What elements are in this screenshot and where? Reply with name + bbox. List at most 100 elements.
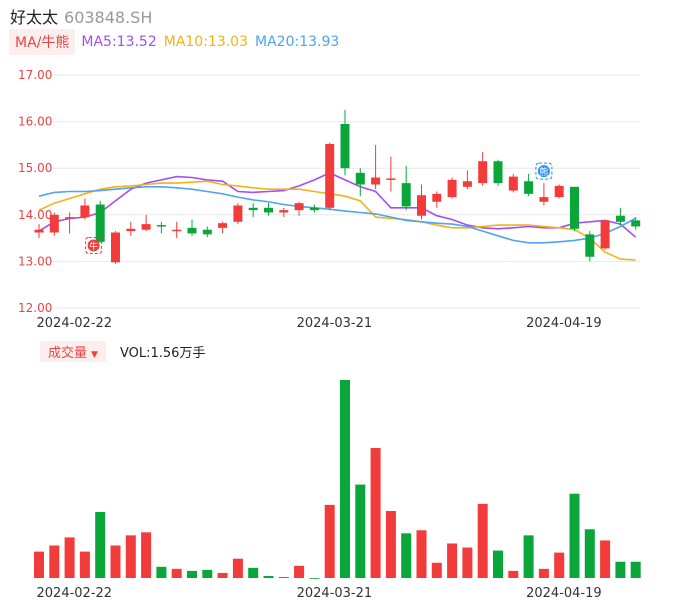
candle-body	[34, 229, 44, 233]
volume-bar	[217, 572, 228, 578]
dropdown-arrow-icon: ▼	[91, 349, 98, 360]
candle-body	[309, 207, 319, 211]
candle-body	[325, 143, 335, 208]
volume-bar	[324, 504, 335, 578]
x-tick-label: 2024-02-22	[37, 586, 113, 601]
volume-bar	[110, 545, 121, 578]
candle-body	[462, 181, 472, 187]
volume-bar	[125, 535, 136, 578]
x-tick-label: 2024-03-21	[297, 586, 373, 601]
stock-header: 好太太 603848.SH	[10, 4, 152, 28]
x-tick-label: 2024-02-22	[37, 316, 113, 331]
volume-bar	[187, 570, 197, 578]
candle-body	[248, 207, 258, 211]
volume-bar	[493, 550, 503, 578]
candle-body	[417, 195, 426, 216]
volume-value: VOL:1.56万手	[119, 345, 206, 361]
y-tick-label: 15.00	[18, 161, 52, 175]
candle-body	[386, 178, 396, 180]
candle-body	[126, 228, 136, 232]
ma20-line	[38, 186, 637, 244]
candle-body	[187, 227, 197, 234]
candle-body	[156, 225, 166, 227]
volume-bar	[431, 562, 442, 578]
y-tick-label: 12.00	[18, 301, 52, 315]
marker-badge	[537, 165, 550, 178]
volume-toggle-label: 成交量	[48, 345, 88, 361]
marker-badge	[87, 239, 100, 252]
candlestick-series	[34, 109, 641, 264]
volume-bar	[263, 575, 274, 578]
candle-body	[447, 179, 457, 198]
price-date-axis: 2024-02-22 2024-03-21 2024-04-19	[37, 316, 602, 331]
signal-markers: 牛熊	[85, 162, 553, 254]
volume-bar	[385, 510, 396, 578]
y-tick-label: 14.00	[18, 208, 52, 222]
ma-toggle-button[interactable]: MA/牛熊	[9, 29, 76, 55]
volume-toggle-button[interactable]: 成交量 ▼	[40, 340, 106, 362]
candle-body	[172, 229, 182, 232]
x-tick-label: 2024-04-19	[526, 316, 602, 331]
candle-body	[508, 176, 518, 191]
volume-bar	[554, 552, 565, 578]
candle-body	[401, 183, 411, 207]
ma20-legend-value: MA20:13.93	[255, 34, 340, 50]
volume-bar	[95, 512, 106, 578]
ma10-legend-value: MA10:13.03	[163, 34, 249, 50]
volume-bar	[309, 578, 320, 579]
volume-bar	[523, 535, 534, 578]
volume-bar	[401, 533, 412, 578]
candle-body	[355, 172, 365, 185]
volume-bar	[569, 493, 580, 578]
volume-bar	[64, 537, 75, 578]
volume-bar	[600, 540, 611, 578]
volume-bar	[79, 551, 90, 578]
candle-body	[218, 223, 228, 228]
marker-frame	[535, 162, 553, 180]
volume-bar	[447, 543, 458, 578]
ma5-legend-value: MA5:13.52	[81, 34, 157, 50]
marker-label: 熊	[539, 166, 548, 178]
candle-body	[294, 203, 304, 211]
candle-body	[539, 197, 549, 202]
candle-body	[111, 232, 120, 263]
y-tick-label: 16.00	[18, 115, 52, 129]
x-tick-label: 2024-04-19	[526, 586, 602, 601]
volume-bar	[232, 558, 243, 578]
volume-bar	[294, 565, 305, 578]
volume-bar	[340, 380, 350, 578]
volume-bar	[370, 448, 381, 578]
volume-bar	[141, 532, 152, 578]
y-tick-label: 13.00	[18, 254, 52, 268]
candle-body	[615, 215, 625, 222]
volume-date-axis: 2024-02-22 2024-03-21 2024-04-19	[37, 586, 602, 601]
candle-body	[432, 193, 442, 202]
candle-body	[233, 205, 243, 222]
candle-body	[493, 161, 503, 184]
volume-bar	[615, 561, 626, 578]
candle-body	[264, 207, 273, 213]
candle-body	[65, 217, 75, 219]
ma5-line	[38, 172, 637, 238]
volume-bar	[171, 568, 182, 578]
volume-bar	[156, 566, 167, 578]
volume-bar	[202, 569, 213, 578]
candle-body	[631, 220, 641, 227]
volume-bar	[538, 568, 549, 578]
candle-body	[80, 205, 90, 218]
marker-label: 牛	[89, 240, 98, 252]
volume-bar	[248, 567, 259, 578]
candle-body	[141, 224, 151, 230]
ma-legend: MA/牛熊 MA5:13.52 MA10:13.03 MA20:13.93	[9, 29, 346, 55]
volume-bar	[34, 551, 44, 578]
volume-legend: 成交量 ▼ VOL:1.56万手	[40, 340, 206, 362]
volume-bar	[462, 547, 473, 578]
volume-bar	[355, 484, 366, 578]
volume-bar	[278, 576, 289, 578]
volume-bar	[508, 570, 519, 578]
candle-body	[585, 234, 595, 257]
volume-bar	[49, 545, 60, 578]
volume-bar	[477, 503, 488, 578]
candle-body	[202, 229, 212, 235]
